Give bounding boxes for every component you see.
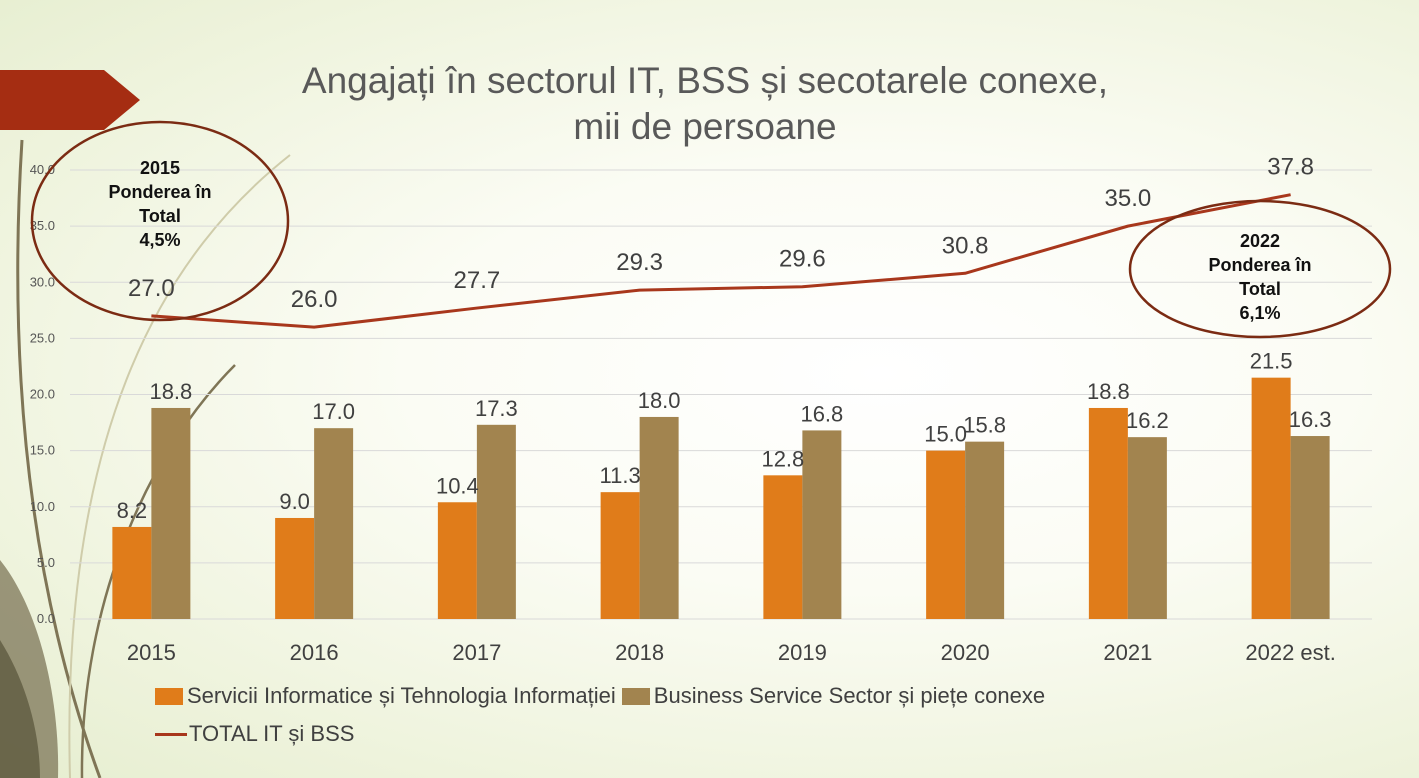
annotation-2022-line2: Ponderea în (1208, 255, 1312, 275)
annotation-ellipse-2022 (1128, 199, 1392, 339)
annotation-2022-line3: Total (1239, 279, 1281, 299)
legend-item-it: Servicii Informatice și Tehnologia Infor… (155, 683, 616, 709)
x-tick-label: 2017 (452, 640, 501, 665)
x-tick-label: 2021 (1103, 640, 1152, 665)
chart-title: Angajați în sectorul IT, BSS și secotare… (180, 58, 1230, 150)
data-label-total: 26.0 (291, 286, 338, 313)
y-tick-label: 0.0 (37, 611, 55, 626)
x-tick-label: 2020 (941, 640, 990, 665)
y-tick-label: 10.0 (30, 499, 55, 514)
data-label-it: 18.8 (1087, 379, 1130, 404)
bar-bss (1290, 436, 1330, 619)
data-label-it: 15.0 (924, 422, 967, 447)
data-label-total: 27.7 (454, 267, 501, 294)
x-tick-label: 2018 (615, 640, 664, 665)
chart-title-line1: Angajați în sectorul IT, BSS și secotare… (301, 60, 1109, 101)
annotation-2015-line3: Total (139, 206, 181, 226)
data-label-it: 12.8 (761, 446, 804, 471)
bar-it (437, 502, 477, 619)
data-label-total: 30.8 (942, 232, 989, 259)
y-tick-label: 15.0 (30, 443, 55, 458)
data-label-it: 9.0 (279, 489, 310, 514)
y-tick-label: 20.0 (30, 387, 55, 402)
bar-it (600, 492, 640, 619)
x-tick-label: 2016 (290, 640, 339, 665)
series-line-total (151, 193, 1291, 329)
legend-label-it: Servicii Informatice și Tehnologia Infor… (187, 683, 616, 708)
annotation-2022-value: 6,1% (1239, 303, 1281, 323)
data-label-bss: 16.8 (800, 401, 843, 426)
annotation-2015-line2: Ponderea în (108, 182, 212, 202)
data-label-it: 10.4 (436, 473, 479, 498)
bar-bss (1127, 437, 1167, 619)
data-label-bss: 15.8 (963, 413, 1006, 438)
data-label-bss: 18.8 (149, 379, 192, 404)
data-label-it: 11.3 (600, 463, 641, 488)
bar-it (1088, 407, 1128, 619)
bar-bss (802, 430, 842, 619)
decorative-curve (68, 154, 291, 778)
legend-swatch-bss (621, 687, 650, 705)
data-label-bss: 16.3 (1289, 407, 1332, 432)
bar-it (112, 526, 152, 619)
y-tick-label: 5.0 (37, 555, 55, 570)
legend-swatch-it (155, 687, 183, 705)
annotation-2022: 2022 Ponderea în Total 6,1% (1160, 229, 1360, 325)
bar-it (1251, 377, 1291, 619)
data-label-bss: 18.0 (638, 388, 681, 413)
annotation-2015-value: 4,5% (139, 230, 181, 250)
accent-banner (0, 70, 140, 130)
chart-legend: Servicii Informatice și Tehnologia Infor… (155, 680, 1051, 756)
chart-title-line2: mii de persoane (573, 106, 837, 147)
data-label-bss: 17.3 (475, 396, 518, 421)
annotation-2015: 2015 Ponderea în Total 4,5% (60, 156, 260, 252)
y-tick-label: 30.0 (30, 274, 55, 289)
bar-bss (965, 441, 1005, 619)
annotation-2022-year: 2022 (1239, 231, 1281, 251)
legend-label-bss: Business Service Sector și piețe conexe (653, 683, 1046, 708)
data-label-bss: 16.2 (1126, 408, 1169, 433)
data-label-total: 37.8 (1267, 154, 1314, 181)
data-label-total: 29.6 (779, 246, 826, 273)
bar-it (275, 517, 315, 619)
bar-bss (314, 428, 354, 619)
decorative-leaf (0, 640, 40, 778)
data-label-it: 8.2 (117, 498, 148, 523)
data-label-total: 29.3 (616, 249, 663, 276)
bar-bss (639, 416, 679, 619)
data-label-bss: 17.0 (312, 399, 355, 424)
legend-item-bss: Business Service Sector și piețe conexe (621, 683, 1046, 709)
legend-swatch-total (155, 732, 187, 736)
bar-bss (476, 424, 516, 619)
data-label-total: 35.0 (1105, 185, 1152, 212)
bar-bss (151, 407, 191, 619)
x-tick-label: 2015 (127, 640, 176, 665)
legend-item-total: TOTAL IT și BSS (155, 721, 354, 747)
x-tick-label: 2019 (778, 640, 827, 665)
bar-it (763, 475, 803, 619)
y-tick-label: 25.0 (30, 330, 55, 345)
bar-it (926, 450, 966, 619)
annotation-ellipse-2015 (30, 120, 290, 322)
annotation-2015-year: 2015 (139, 158, 181, 178)
data-label-total: 27.0 (128, 275, 175, 302)
x-tick-label: 2022 est. (1245, 640, 1336, 665)
y-tick-label: 35.0 (30, 218, 55, 233)
legend-label-total: TOTAL IT și BSS (189, 721, 355, 746)
data-label-it: 21.5 (1250, 349, 1293, 374)
